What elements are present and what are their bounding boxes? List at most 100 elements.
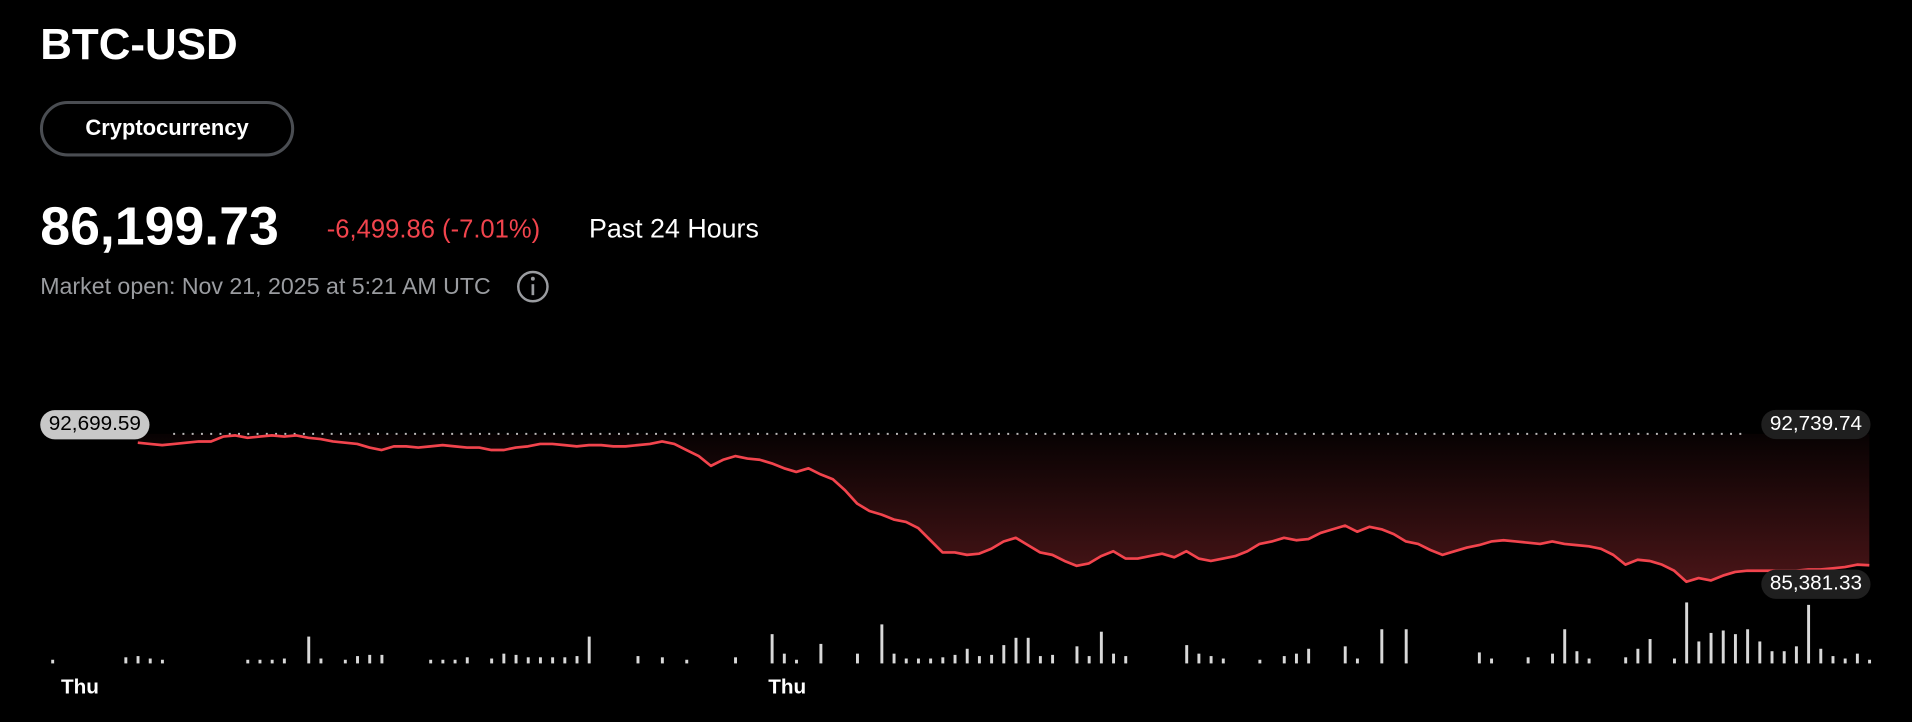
volume-bar	[1124, 656, 1128, 664]
volume-bar	[1209, 656, 1213, 664]
volume-bar	[1636, 648, 1640, 664]
x-tick-label: Thu	[61, 675, 99, 698]
price-line	[137, 434, 1870, 584]
volume-bar	[782, 653, 786, 664]
high-pill	[1761, 409, 1871, 440]
volume-bar	[1404, 629, 1408, 664]
volume-bar	[343, 659, 347, 664]
volume-bar	[1197, 653, 1201, 664]
volume-bar	[429, 659, 433, 664]
volume-bar	[929, 658, 933, 664]
volume-bar	[636, 656, 640, 664]
low-pill	[1761, 569, 1871, 599]
volume-bar	[502, 653, 506, 664]
volume-bar	[1490, 658, 1494, 664]
volume-bar	[1855, 653, 1859, 664]
high-label: 92,739.74	[1770, 412, 1862, 435]
volume-bar	[1258, 659, 1262, 664]
volume-bar	[1563, 629, 1567, 664]
volume-bar	[1648, 639, 1652, 664]
volume-bar	[770, 634, 774, 664]
volume-bar	[953, 654, 957, 664]
volume-bar	[453, 659, 457, 664]
volume-bar	[368, 654, 372, 664]
reference-label: 92,699.59	[49, 412, 141, 435]
info-icon[interactable]	[517, 270, 549, 303]
volume-bar	[1746, 629, 1750, 664]
volume-bar	[1087, 656, 1091, 664]
volume-bar	[1782, 651, 1786, 664]
x-tick-label: Thu	[768, 675, 806, 698]
volume-bar	[160, 659, 164, 664]
tag-pill[interactable]	[39, 100, 295, 157]
volume-bar	[307, 636, 311, 664]
volume-bar	[819, 643, 823, 664]
volume-bar	[124, 657, 128, 664]
volume-bar	[1002, 645, 1006, 664]
area-fill	[137, 433, 1870, 582]
info-dot[interactable]	[530, 276, 535, 281]
low-label: 85,381.33	[1770, 572, 1862, 595]
tag-label[interactable]: Cryptocurrency	[85, 115, 249, 140]
volume-bar	[441, 659, 445, 664]
volume-bar	[465, 657, 469, 664]
volume-bar	[538, 657, 542, 664]
volume-bar	[990, 654, 994, 664]
volume-bar	[1526, 657, 1530, 664]
change: -6,499.86 (-7.01%)	[327, 215, 540, 243]
volume-bar	[551, 657, 555, 664]
reference-pill	[40, 410, 150, 440]
volume-bar	[1038, 656, 1042, 664]
symbol: BTC-USD	[40, 20, 237, 69]
volume-bar	[1380, 629, 1384, 664]
volume-bar	[282, 658, 286, 664]
volume-bar	[148, 658, 152, 664]
volume-bar	[1477, 652, 1481, 664]
volume-bar	[575, 656, 579, 664]
volume-bar	[1307, 648, 1311, 664]
volume-bar	[1673, 658, 1676, 664]
volume-bar	[1587, 658, 1591, 664]
volume-bar	[941, 657, 945, 664]
volume-bar	[1770, 651, 1774, 664]
volume-bar	[1868, 659, 1872, 664]
volume-bar	[1709, 632, 1713, 664]
volume-bar	[1575, 651, 1579, 664]
info-circle[interactable]	[517, 270, 549, 303]
volume-bar	[51, 659, 55, 664]
volume-bar	[1551, 653, 1554, 664]
volume-bar	[795, 659, 798, 664]
volume-bar	[563, 657, 567, 664]
volume-bar	[1014, 637, 1018, 664]
volume-bar	[1185, 645, 1189, 664]
volume-bar	[526, 657, 530, 664]
volume-bar	[856, 653, 859, 664]
volume-bar	[1721, 630, 1725, 664]
volume-bar	[1099, 631, 1103, 664]
volume-bar	[246, 659, 250, 664]
volume-bar	[1355, 658, 1359, 664]
volume-bar	[1343, 646, 1347, 664]
price: 86,199.73	[40, 197, 279, 257]
volume-bar	[1794, 646, 1798, 664]
volume-bar	[977, 656, 981, 664]
volume-bar	[916, 658, 920, 664]
volume-bar	[1221, 658, 1225, 664]
volume-bar	[892, 653, 896, 664]
volume-bar	[136, 656, 140, 664]
volume-bar	[380, 654, 384, 664]
volume-bar	[1294, 653, 1298, 664]
volume-bar	[660, 657, 664, 664]
period: Past 24 Hours	[589, 214, 759, 244]
volume-bar	[1819, 648, 1823, 664]
volume-bar	[1075, 646, 1079, 664]
volume-bar	[1026, 637, 1030, 664]
volume-bar	[880, 624, 884, 664]
chart: Thu Thu 92,699.59 92,739.74 85,381.33	[40, 409, 1872, 698]
volume-bar	[965, 648, 969, 664]
volume-bar	[587, 636, 591, 664]
volume-bar	[1807, 604, 1811, 664]
volume-bar	[1685, 602, 1689, 664]
